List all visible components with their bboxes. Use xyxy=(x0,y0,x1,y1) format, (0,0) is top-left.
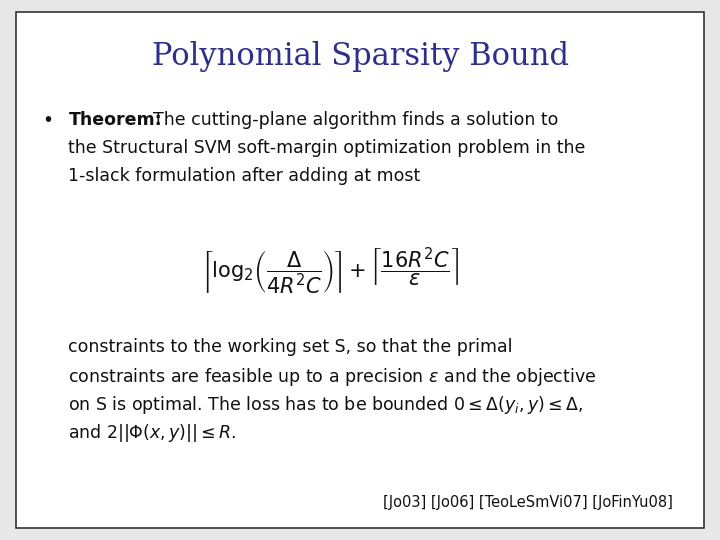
Text: constraints to the working set S, so that the primal: constraints to the working set S, so tha… xyxy=(68,338,513,355)
Text: Polynomial Sparsity Bound: Polynomial Sparsity Bound xyxy=(151,40,569,71)
Text: 1-slack formulation after adding at most: 1-slack formulation after adding at most xyxy=(68,167,420,185)
Text: constraints are feasible up to a precision $\epsilon$ and the objective: constraints are feasible up to a precisi… xyxy=(68,366,597,388)
Text: [Jo03] [Jo06] [TeoLeSmVi07] [JoFinYu08]: [Jo03] [Jo06] [TeoLeSmVi07] [JoFinYu08] xyxy=(383,495,673,510)
Text: The cutting-plane algorithm finds a solution to: The cutting-plane algorithm finds a solu… xyxy=(153,111,558,129)
Text: $\left\lceil \log_2\!\left(\dfrac{\Delta}{4R^2C}\right) \right\rceil + \left\lce: $\left\lceil \log_2\!\left(\dfrac{\Delta… xyxy=(202,246,460,297)
Text: the Structural SVM soft-margin optimization problem in the: the Structural SVM soft-margin optimizat… xyxy=(68,139,586,157)
Text: on S is optimal. The loss has to be bounded $0 \leq \Delta(y_i, y) \leq \Delta$,: on S is optimal. The loss has to be boun… xyxy=(68,394,584,416)
Text: •: • xyxy=(42,111,53,130)
Text: and $2||\Phi(x,y)|| \leq R$.: and $2||\Phi(x,y)|| \leq R$. xyxy=(68,422,237,444)
Text: Theorem:: Theorem: xyxy=(68,111,162,129)
